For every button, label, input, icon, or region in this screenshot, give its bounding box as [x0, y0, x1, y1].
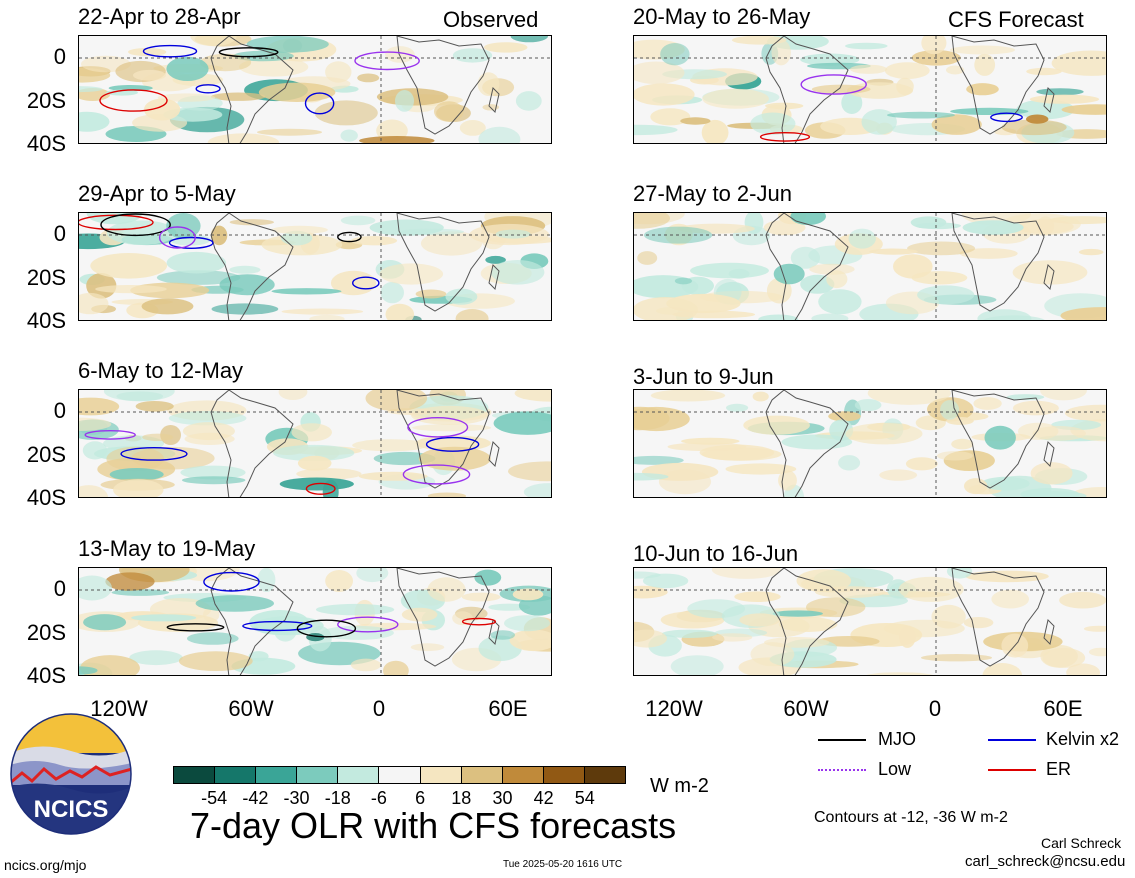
colorbar-swatch	[256, 767, 298, 783]
map-observed-1	[78, 35, 552, 144]
legend-line-low	[818, 769, 866, 771]
map-observed-3	[78, 389, 552, 498]
map-canvas	[634, 36, 1106, 143]
map-canvas	[634, 213, 1106, 320]
colorbar-tick: 42	[533, 788, 554, 808]
contours-note: Contours at -12, -36 W m-2	[814, 809, 1008, 826]
map-forecast-4	[633, 567, 1107, 676]
colorbar	[173, 766, 626, 784]
map-forecast-3	[633, 389, 1107, 498]
colorbar-swatch	[174, 767, 216, 783]
website-link[interactable]: ncics.org/mjo	[4, 857, 87, 873]
y-tick-row3-20s: 20S	[26, 442, 66, 467]
panel-title-right-2: 27-May to 2-Jun	[633, 181, 792, 206]
map-canvas	[79, 390, 551, 497]
x-tick-60e-right: 60E	[1043, 696, 1083, 721]
colorbar-tick: 6	[415, 788, 426, 808]
map-observed-4	[78, 567, 552, 676]
legend-label-er: ER	[1046, 759, 1072, 779]
colorbar-swatch	[215, 767, 257, 783]
colorbar-units: W m-2	[650, 775, 709, 797]
panel-title-right-1: 20-May to 26-May	[633, 4, 811, 29]
legend-line-kelvin	[988, 739, 1036, 741]
legend-label-low: Low	[878, 759, 912, 779]
panel-title-right-4: 10-Jun to 16-Jun	[633, 541, 799, 566]
colorbar-tick: 30	[492, 788, 513, 808]
colorbar-tick: -30	[283, 788, 310, 808]
colorbar-swatch	[502, 767, 544, 783]
y-tick-row1-40s: 40S	[26, 131, 66, 156]
x-tick-120w-left: 120W	[90, 696, 148, 721]
y-tick-row2-20s: 20S	[26, 265, 66, 290]
x-tick-60w-left: 60W	[228, 696, 274, 721]
colorbar-tick: -54	[201, 788, 228, 808]
colorbar-swatch	[420, 767, 462, 783]
map-canvas	[79, 568, 551, 675]
colorbar-swatch	[338, 767, 380, 783]
x-tick-0-left: 0	[372, 696, 386, 721]
y-tick-row2-40s: 40S	[26, 308, 66, 333]
colorbar-swatch	[297, 767, 339, 783]
ncics-logo: NCICS	[10, 713, 132, 835]
y-tick-row4-40s: 40S	[26, 663, 66, 688]
timestamp: Tue 2025-05-20 1616 UTC	[503, 859, 623, 870]
colorbar-tick: -42	[242, 788, 269, 808]
colorbar-tick: 18	[451, 788, 472, 808]
map-observed-2	[78, 212, 552, 321]
observed-label: Observed	[443, 7, 539, 32]
y-tick-row1-20s: 20S	[26, 88, 66, 113]
legend-label-mjo: MJO	[878, 729, 916, 749]
x-tick-60w-right: 60W	[783, 696, 829, 721]
y-tick-row4-0: 0	[53, 576, 66, 601]
legend-line-mjo	[818, 739, 866, 741]
x-tick-0-right: 0	[928, 696, 942, 721]
legend-label-kelvin: Kelvin x2	[1046, 729, 1120, 749]
map-canvas	[634, 390, 1106, 497]
colorbar-swatch	[379, 767, 421, 783]
map-canvas	[79, 36, 551, 143]
colorbar-swatch	[543, 767, 585, 783]
y-tick-row4-20s: 20S	[26, 620, 66, 645]
colorbar-tick: -6	[370, 788, 387, 808]
panel-title-left-2: 29-Apr to 5-May	[78, 181, 236, 206]
y-tick-row1-0: 0	[53, 44, 66, 69]
main-title: 7-day OLR with CFS forecasts	[190, 805, 677, 846]
map-forecast-2	[633, 212, 1107, 321]
colorbar-swatch	[584, 767, 626, 783]
panel-title-left-3: 6-May to 12-May	[78, 358, 244, 383]
y-tick-row2-0: 0	[53, 221, 66, 246]
panel-title-left-1: 22-Apr to 28-Apr	[78, 4, 241, 29]
author-email: carl_schreck@ncsu.edu	[965, 853, 1126, 870]
y-tick-row3-0: 0	[53, 398, 66, 423]
panel-title-right-3: 3-Jun to 9-Jun	[633, 364, 774, 389]
panel-title-left-4: 13-May to 19-May	[78, 536, 256, 561]
x-tick-120w-right: 120W	[645, 696, 703, 721]
map-canvas	[634, 568, 1106, 675]
map-forecast-1	[633, 35, 1107, 144]
x-tick-60e-left: 60E	[488, 696, 528, 721]
map-canvas	[79, 213, 551, 320]
colorbar-tick: 54	[574, 788, 595, 808]
legend-line-er	[988, 769, 1036, 771]
colorbar-tick: -18	[324, 788, 351, 808]
author-name: Carl Schreck	[1041, 835, 1122, 851]
forecast-label: CFS Forecast	[948, 7, 1084, 32]
y-tick-row3-40s: 40S	[26, 485, 66, 510]
colorbar-swatch	[461, 767, 503, 783]
logo-text: NCICS	[34, 796, 109, 823]
